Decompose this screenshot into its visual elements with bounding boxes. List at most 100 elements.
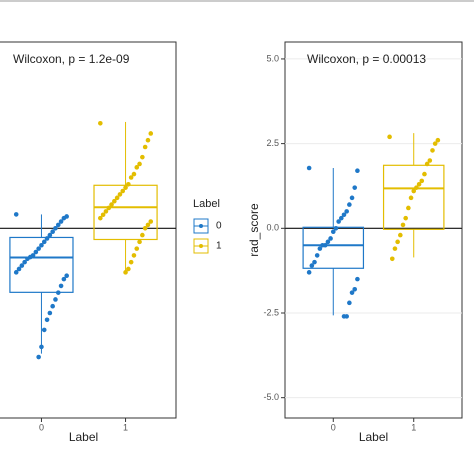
data-point — [347, 202, 352, 207]
data-point — [422, 171, 427, 177]
x-tick-label: 0 — [39, 422, 44, 432]
data-point — [64, 273, 69, 279]
data-point — [406, 205, 411, 211]
data-point — [50, 303, 55, 309]
data-point — [120, 188, 126, 194]
data-point — [53, 226, 58, 231]
data-point — [427, 158, 433, 163]
data-point — [330, 229, 336, 234]
data-point — [55, 290, 61, 295]
data-point — [419, 178, 425, 184]
data-point — [112, 198, 117, 204]
data-point — [389, 256, 395, 262]
data-point — [140, 154, 145, 160]
data-point — [333, 226, 339, 231]
data-point — [430, 148, 435, 153]
data-point — [432, 141, 438, 146]
data-point — [325, 239, 331, 245]
legend-label: 1 — [216, 241, 222, 252]
data-point — [98, 120, 103, 126]
data-point — [123, 270, 128, 275]
box — [9, 236, 74, 293]
data-point — [145, 222, 151, 228]
data-point — [55, 222, 61, 228]
data-point — [58, 283, 64, 289]
data-point — [103, 209, 109, 214]
data-point — [349, 290, 355, 295]
data-point — [53, 297, 58, 302]
data-point — [320, 242, 325, 248]
data-point — [50, 229, 55, 234]
y-tick-label: 5.0 — [266, 53, 279, 63]
data-point — [61, 276, 67, 282]
data-point — [398, 232, 403, 238]
data-point — [41, 239, 47, 245]
data-point — [47, 232, 53, 238]
data-point — [137, 239, 142, 245]
data-point — [117, 192, 123, 197]
data-point — [395, 239, 400, 245]
data-point — [58, 219, 64, 224]
x-tick-label: 1 — [123, 422, 128, 432]
legend-label: 0 — [216, 221, 222, 232]
data-point — [336, 219, 341, 224]
data-point — [424, 161, 430, 167]
y-tick-label: 0.0 — [266, 223, 279, 233]
data-point — [36, 246, 41, 251]
data-point — [142, 144, 148, 150]
data-point — [13, 270, 19, 275]
data-point — [339, 215, 344, 221]
data-point — [106, 205, 112, 211]
data-point — [341, 212, 347, 218]
data-point — [414, 185, 419, 190]
data-point — [39, 242, 44, 248]
data-point — [355, 276, 360, 282]
data-point — [131, 171, 137, 177]
box — [382, 164, 445, 230]
data-point — [306, 270, 312, 275]
data-point — [123, 185, 128, 190]
chart-title: Wilcoxon, p = 0.00013 — [307, 52, 426, 66]
data-point — [128, 175, 134, 180]
data-point — [145, 137, 151, 143]
data-point — [314, 253, 320, 258]
data-point — [148, 219, 154, 224]
data-point — [387, 134, 392, 140]
data-point — [355, 168, 360, 174]
data-point — [411, 188, 417, 194]
data-point — [134, 246, 140, 251]
data-point — [140, 232, 145, 238]
data-point — [126, 181, 131, 187]
y-axis-label: rad_score — [247, 203, 261, 257]
data-point — [142, 226, 148, 231]
data-point — [352, 286, 358, 292]
x-tick-label: 0 — [331, 422, 336, 432]
chart-title: Wilcoxon, p = 1.2e-09 — [13, 52, 130, 66]
box — [302, 226, 365, 269]
legend-title: Label — [193, 198, 220, 210]
data-point — [109, 202, 114, 207]
data-point — [44, 236, 50, 241]
data-point — [344, 209, 349, 214]
y-tick-label: 2.5 — [266, 138, 279, 148]
data-point — [309, 263, 315, 268]
data-point — [392, 246, 398, 251]
data-point — [131, 253, 137, 258]
data-point — [16, 266, 22, 272]
data-point — [13, 212, 19, 217]
data-point — [352, 185, 358, 190]
data-point — [408, 195, 414, 201]
data-point — [347, 300, 352, 306]
data-point — [22, 259, 27, 265]
data-point — [41, 327, 47, 333]
data-point — [416, 181, 422, 187]
x-tick-label: 1 — [411, 422, 416, 432]
data-point — [98, 215, 103, 221]
y-tick-label: -5.0 — [263, 392, 279, 402]
data-point — [25, 256, 30, 262]
x-axis-label: Label — [69, 430, 98, 444]
panel-border — [0, 41, 177, 419]
data-point — [61, 215, 67, 221]
box — [93, 184, 158, 241]
data-point — [349, 195, 355, 201]
